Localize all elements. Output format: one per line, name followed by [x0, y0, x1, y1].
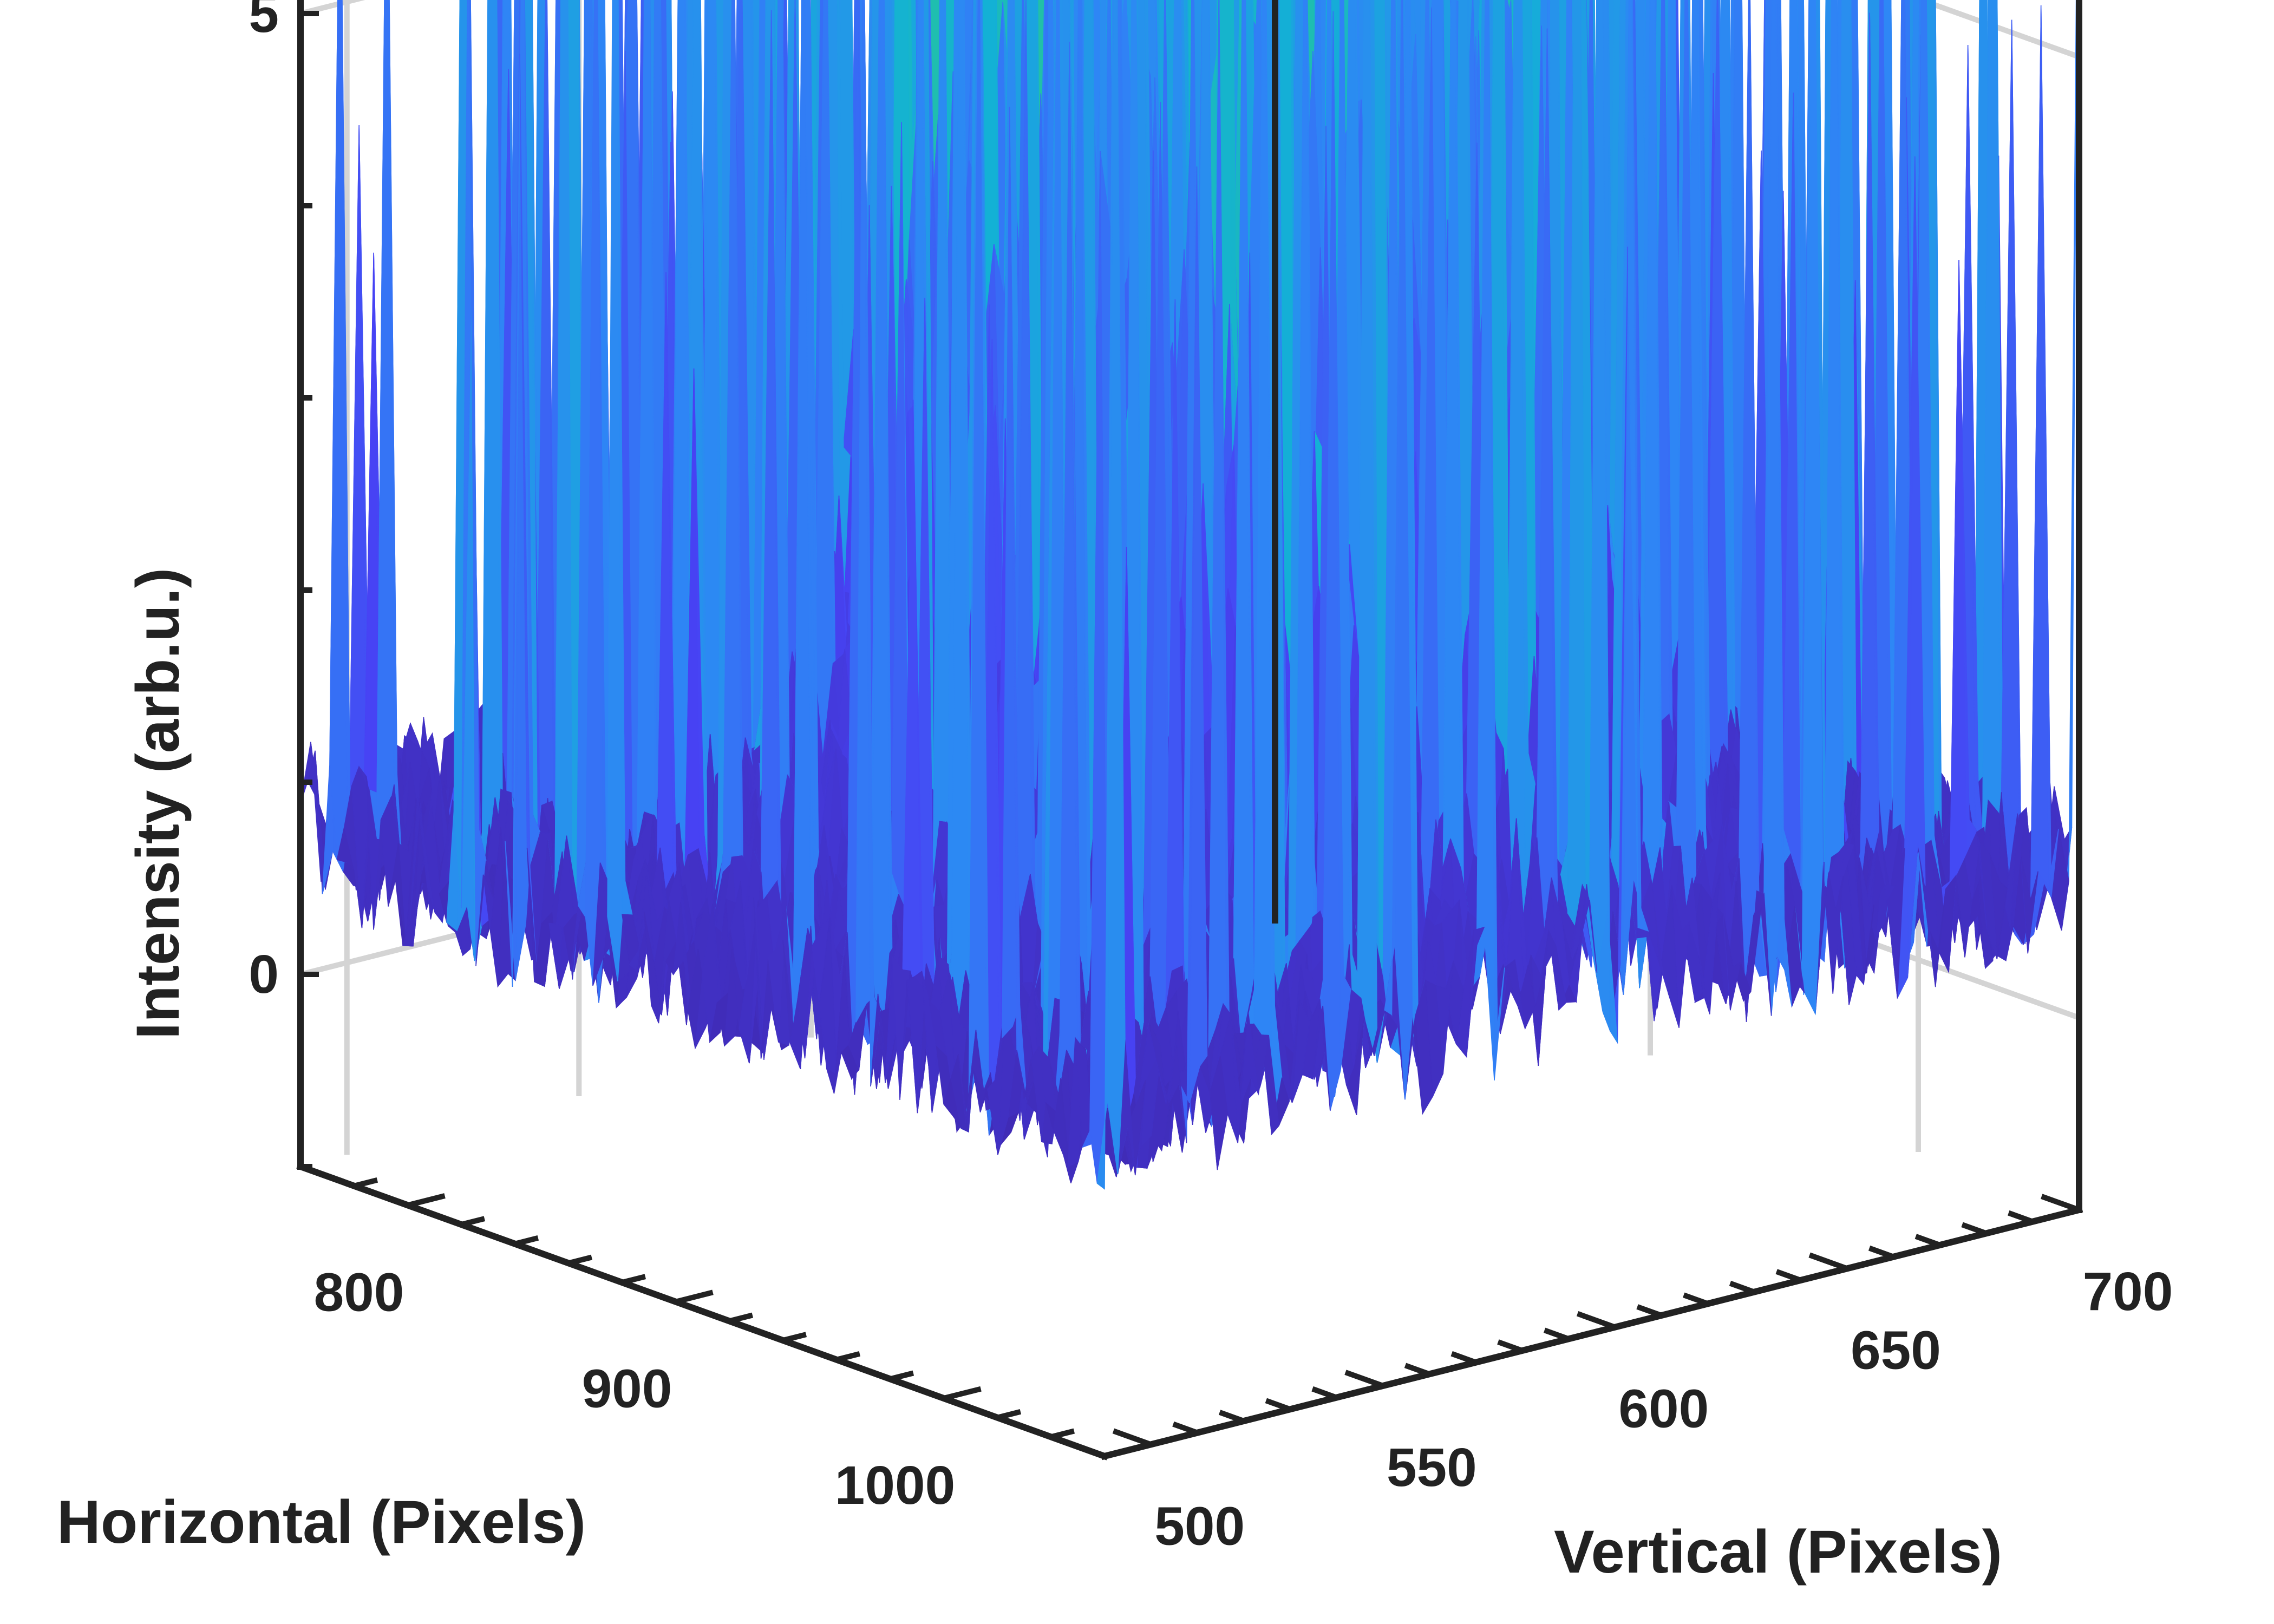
z-grid-line-back-right — [1913, 0, 2080, 60]
surface-plot — [300, 0, 2077, 1190]
